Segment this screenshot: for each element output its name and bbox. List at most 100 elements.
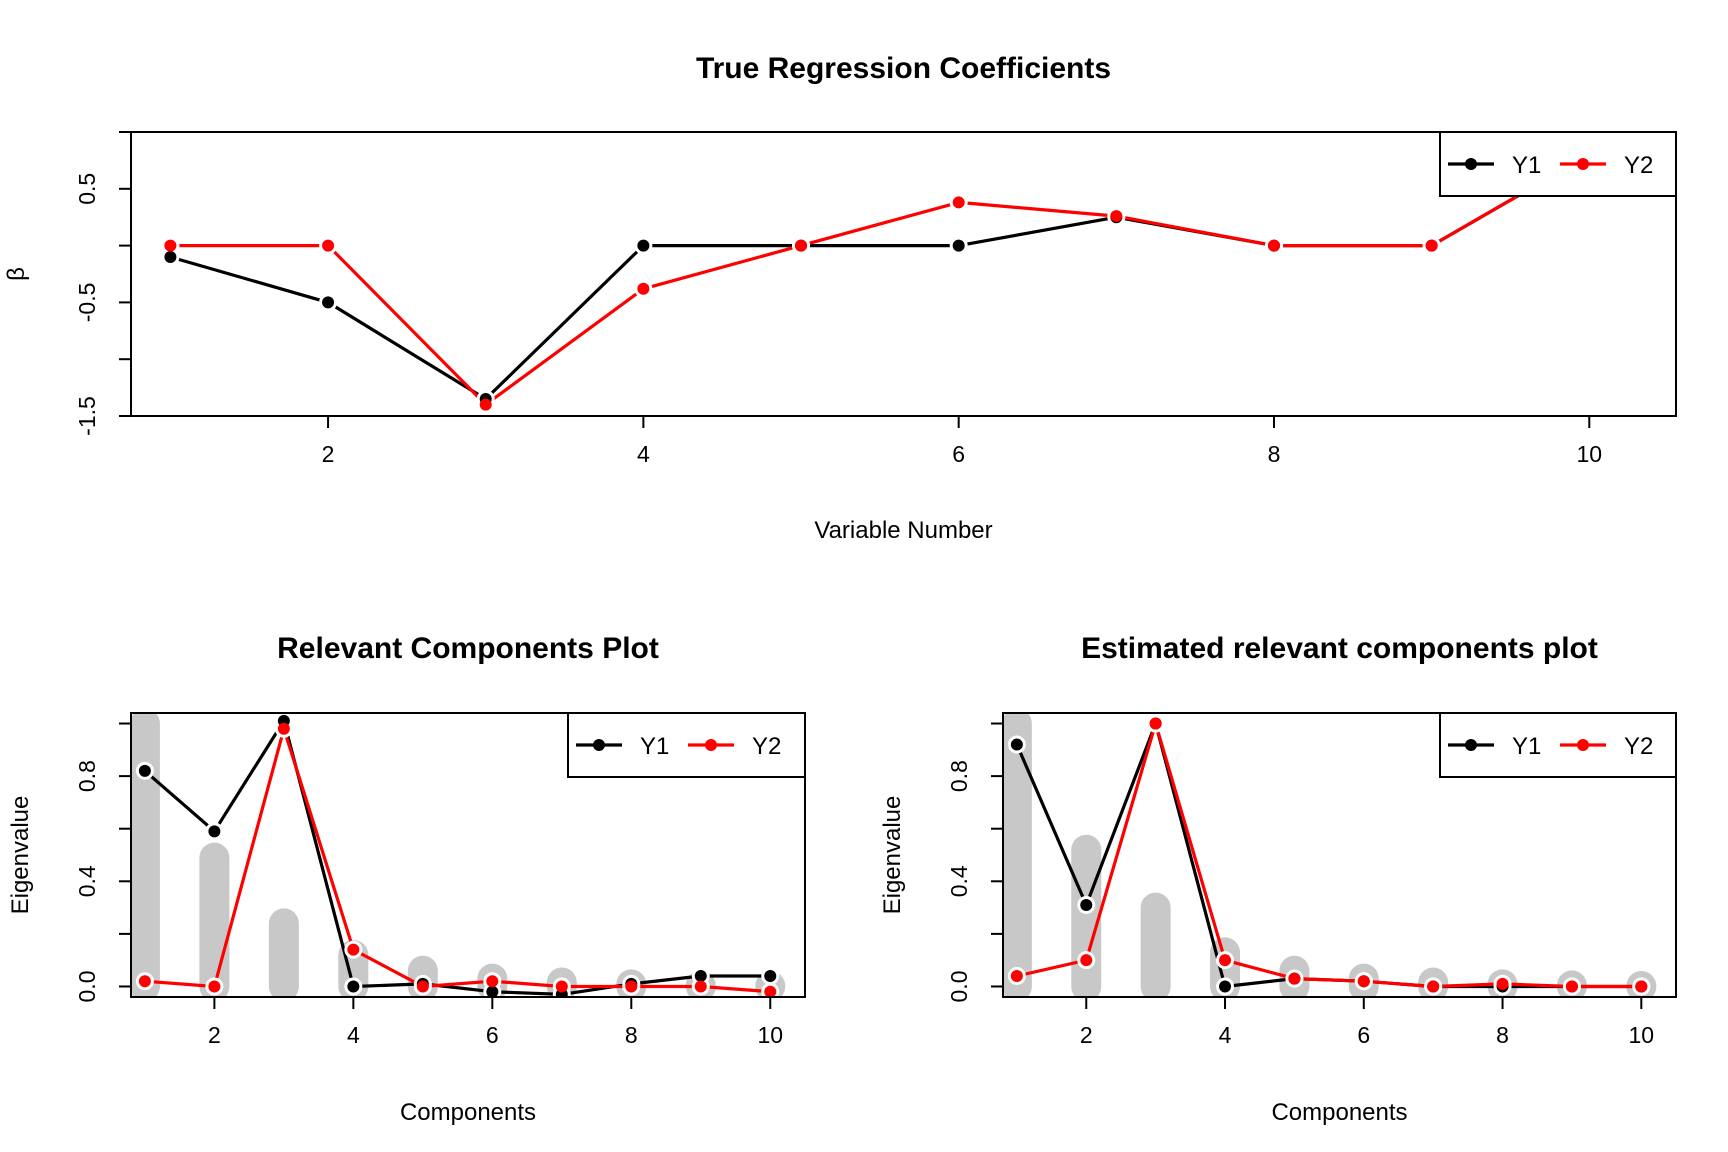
x-tick-label: 6 [1357, 1022, 1370, 1048]
y-tick-label: 0.0 [946, 970, 972, 1002]
data-point-y1 [322, 296, 335, 309]
data-point-y2 [1219, 954, 1232, 967]
data-point-y2 [479, 398, 492, 411]
data-point-y2 [625, 980, 638, 993]
x-tick-label: 10 [757, 1022, 783, 1048]
data-point-y2 [694, 980, 707, 993]
legend-label-y1: Y1 [1512, 152, 1541, 179]
data-point-y2 [347, 943, 360, 956]
legend-label-y1: Y1 [640, 733, 669, 760]
data-point-y2 [1427, 980, 1440, 993]
x-axis-label: Variable Number [814, 517, 992, 544]
series-line-y1 [169, 153, 1591, 401]
data-point-y1 [764, 969, 777, 982]
y-tick-label: -1.5 [74, 396, 100, 436]
legend: Y1 Y2 [567, 712, 806, 778]
eigenvalue-bar [268, 908, 299, 997]
data-point-y2 [1288, 972, 1301, 985]
data-point-y2 [416, 980, 429, 993]
chart-3: Estimated relevant components plot 2 4 6 8 10… [879, 632, 1677, 1126]
legend-marker-y2 [1577, 158, 1589, 170]
legend-marker-y1 [1465, 739, 1477, 751]
data-point-y2 [637, 282, 650, 295]
data-point-y1 [164, 250, 177, 263]
x-tick-label: 4 [347, 1022, 360, 1048]
plot-area [131, 713, 786, 997]
x-tick-label: 2 [208, 1022, 221, 1048]
x-tick-label: 2 [1080, 1022, 1093, 1048]
y-tick-label: 0.8 [946, 760, 972, 792]
legend-label-y2: Y2 [1624, 733, 1653, 760]
legend-marker-y2 [705, 739, 717, 751]
eigenvalue-bar [1071, 834, 1102, 997]
data-point-y2 [1425, 239, 1438, 252]
x-axis-label: Components [1271, 1099, 1407, 1126]
data-point-y2 [277, 722, 290, 735]
x-tick-label: 4 [1219, 1022, 1232, 1048]
plot-area [1003, 713, 1657, 997]
data-point-y1 [637, 239, 650, 252]
y-tick-label: 0.0 [74, 970, 100, 1002]
data-point-y1 [347, 980, 360, 993]
data-point-y1 [1219, 980, 1232, 993]
eigenvalue-bar [1140, 892, 1171, 997]
data-point-y1 [952, 239, 965, 252]
legend-label-y1: Y1 [1512, 733, 1541, 760]
chart-title: Relevant Components Plot [277, 632, 659, 665]
y-tick-label: 0.4 [946, 865, 972, 897]
chart-2: Relevant Components Plot 2 4 6 8 10 0.0 0.4 0.8 C… [7, 632, 806, 1126]
data-point-y1 [486, 985, 499, 997]
data-point-y2 [555, 980, 568, 993]
y-axis-label: Eigenvalue [879, 796, 906, 915]
x-tick-label: 2 [322, 441, 335, 467]
data-point-y1 [1080, 898, 1093, 911]
y-axis-label: Eigenvalue [7, 796, 34, 915]
data-point-y2 [1149, 717, 1162, 730]
series-line-y2 [1016, 721, 1642, 989]
x-tick-label: 8 [625, 1022, 638, 1048]
data-point-y2 [1010, 969, 1023, 982]
y-tick-label: 0.5 [74, 173, 100, 205]
x-tick-label: 8 [1496, 1022, 1509, 1048]
x-tick-label: 10 [1629, 1022, 1655, 1048]
data-point-y2 [1635, 980, 1648, 993]
y-tick-label: 0.4 [74, 865, 100, 897]
data-point-y2 [164, 239, 177, 252]
legend-marker-y1 [593, 739, 605, 751]
data-point-y2 [1267, 239, 1280, 252]
data-point-y2 [1110, 210, 1123, 223]
series-line-y1 [143, 719, 771, 997]
data-point-y2 [486, 975, 499, 988]
data-point-y2 [1357, 975, 1370, 988]
legend-box [1439, 712, 1677, 778]
legend: Y1 Y2 [1439, 131, 1677, 197]
data-point-y2 [952, 196, 965, 209]
data-point-y2 [1565, 980, 1578, 993]
x-axis-label: Components [400, 1099, 536, 1126]
eigenvalue-bar [131, 713, 160, 997]
x-tick-label: 6 [486, 1022, 499, 1048]
data-point-y2 [138, 975, 151, 988]
data-point-y2 [795, 239, 808, 252]
data-point-y2 [1080, 954, 1093, 967]
legend-label-y2: Y2 [1624, 152, 1653, 179]
data-point-y1 [1010, 738, 1023, 751]
data-point-y2 [322, 239, 335, 252]
y-tick-label: 0.8 [74, 760, 100, 792]
data-point-y2 [208, 980, 221, 993]
legend-label-y2: Y2 [752, 733, 781, 760]
series-line-y2 [144, 727, 771, 994]
x-tick-label: 6 [952, 441, 965, 467]
data-point-y1 [694, 969, 707, 982]
y-tick-label: -0.5 [74, 283, 100, 323]
plot-area [161, 145, 1599, 414]
chart-title: True Regression Coefficients [696, 52, 1111, 85]
data-point-y1 [208, 825, 221, 838]
legend-marker-y2 [1577, 739, 1589, 751]
x-tick-label: 4 [637, 441, 650, 467]
legend: Y1 Y2 [1439, 712, 1677, 778]
data-point-y2 [1496, 977, 1509, 990]
chart-1: True Regression Coefficients 2 4 6 8 10 -1.5 -0… [3, 52, 1677, 544]
eigenvalue-bar [1003, 713, 1032, 997]
